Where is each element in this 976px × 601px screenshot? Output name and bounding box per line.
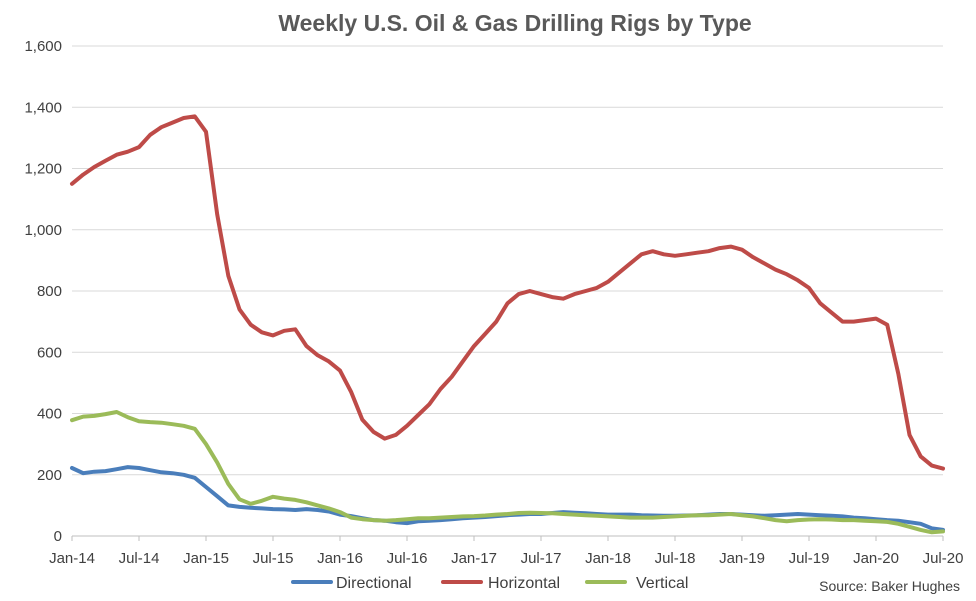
x-tick-label: Jan-18 (585, 550, 631, 567)
x-tick-label: Jul-16 (387, 550, 428, 567)
x-tick-label: Jan-20 (853, 550, 899, 567)
gridlines (72, 45, 943, 476)
y-tick-label: 0 (54, 528, 62, 545)
x-tick-label: Jan-19 (719, 550, 765, 567)
y-tick-label: 1,400 (24, 99, 62, 116)
y-tick-label: 1,200 (24, 161, 62, 178)
x-tick-label: Jan-16 (317, 550, 363, 567)
y-tick-label: 200 (37, 467, 62, 484)
y-tick-label: 400 (37, 406, 62, 423)
series-line-horizontal (70, 114, 945, 471)
x-tick-label: Jul-20 (923, 550, 964, 567)
source-label: Source: Baker Hughes (819, 578, 960, 594)
x-tick-label: Jan-14 (49, 550, 95, 567)
legend-label-directional: Directional (336, 575, 412, 592)
y-tick-label: 800 (37, 283, 62, 300)
legend: Directional Horizontal Vertical (291, 575, 688, 592)
y-axis: 0 200 400 600 800 1,000 1,200 1,400 1,600 (24, 38, 62, 545)
x-tick-label: Jan-17 (451, 550, 497, 567)
x-tick-label: Jul-19 (789, 550, 830, 567)
x-axis: Jan-14 Jul-14 Jan-15 Jul-15 Jan-16 Jul-16 Jan-… (49, 535, 964, 567)
x-tick-label: Jul-17 (521, 550, 562, 567)
x-tick-label: Jul-18 (655, 550, 696, 567)
legend-label-horizontal: Horizontal (488, 575, 560, 592)
chart-title: Weekly U.S. Oil & Gas Drilling Rigs by T… (278, 10, 751, 36)
y-tick-label: 1,600 (24, 38, 62, 55)
y-tick-label: 1,000 (24, 222, 62, 239)
series-line-vertical (70, 410, 945, 535)
x-tick-label: Jul-15 (253, 550, 294, 567)
series-lines (70, 114, 945, 535)
x-tick-label: Jul-14 (119, 550, 160, 567)
y-tick-label: 600 (37, 344, 62, 361)
legend-label-vertical: Vertical (636, 575, 688, 592)
x-tick-label: Jan-15 (183, 550, 229, 567)
